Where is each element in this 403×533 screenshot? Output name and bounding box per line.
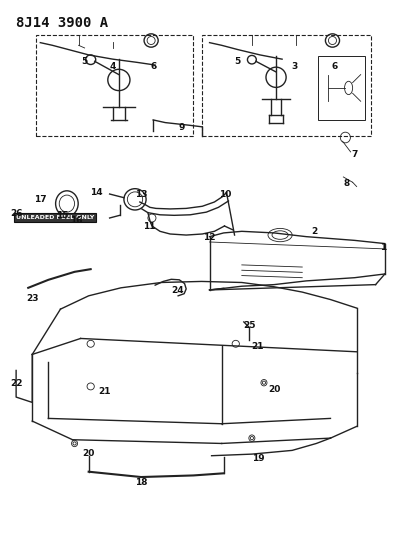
Text: 16: 16 [70, 216, 83, 224]
Text: 8: 8 [343, 180, 350, 188]
Text: 3: 3 [291, 62, 297, 71]
Bar [318, 56, 365, 120]
Text: 6: 6 [150, 62, 156, 71]
Text: 21: 21 [98, 387, 111, 396]
Text: 17: 17 [34, 196, 47, 204]
Text: 20: 20 [268, 385, 280, 393]
Text: 23: 23 [26, 294, 39, 303]
Bar [202, 35, 371, 136]
Text: 1: 1 [380, 244, 386, 252]
Bar [36, 35, 193, 136]
Text: 20: 20 [83, 449, 95, 457]
Text: 18: 18 [135, 478, 147, 487]
Text: 5: 5 [235, 57, 241, 66]
Text: 19: 19 [251, 454, 264, 463]
Text: 10: 10 [220, 190, 232, 199]
Text: 7: 7 [351, 150, 358, 159]
Text: 12: 12 [203, 233, 216, 241]
Text: 8J14 3900 A: 8J14 3900 A [16, 16, 108, 30]
Text: 15: 15 [56, 212, 69, 220]
Text: 4: 4 [110, 62, 116, 71]
Text: 21: 21 [251, 342, 264, 351]
Text: 25: 25 [243, 321, 256, 329]
Text: 6: 6 [331, 62, 338, 71]
Text: 9: 9 [178, 124, 185, 132]
Text: 11: 11 [143, 222, 156, 231]
Text: 26: 26 [10, 209, 23, 217]
Text: 2: 2 [311, 228, 318, 236]
Text: 14: 14 [90, 189, 103, 197]
Text: 24: 24 [171, 286, 184, 295]
Text: UNLEADED FUEL ONLY: UNLEADED FUEL ONLY [16, 215, 94, 220]
Text: 13: 13 [135, 190, 147, 199]
Text: 22: 22 [10, 379, 23, 388]
Text: 5: 5 [81, 57, 88, 66]
